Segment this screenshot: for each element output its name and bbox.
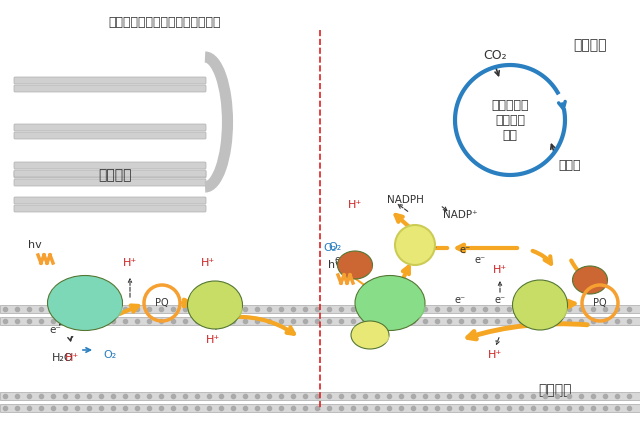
Text: PQ: PQ <box>155 298 169 308</box>
FancyBboxPatch shape <box>14 205 206 212</box>
Ellipse shape <box>515 286 543 309</box>
Text: e⁻: e⁻ <box>454 295 465 305</box>
Ellipse shape <box>366 331 389 345</box>
FancyBboxPatch shape <box>0 305 640 313</box>
Text: ストロマ: ストロマ <box>573 38 607 52</box>
Text: hv: hv <box>28 240 42 250</box>
Text: CO₂: CO₂ <box>483 48 507 62</box>
Ellipse shape <box>358 282 394 307</box>
FancyBboxPatch shape <box>0 317 640 325</box>
Text: PQ: PQ <box>593 298 607 308</box>
Text: Cyt b₆/f: Cyt b₆/f <box>198 300 232 309</box>
Ellipse shape <box>188 281 243 329</box>
Ellipse shape <box>534 298 568 323</box>
Text: hv: hv <box>328 260 342 270</box>
FancyBboxPatch shape <box>14 179 206 186</box>
FancyBboxPatch shape <box>14 77 206 84</box>
Ellipse shape <box>209 298 243 322</box>
Text: H⁺: H⁺ <box>348 200 362 210</box>
Ellipse shape <box>586 276 607 290</box>
Text: O₂: O₂ <box>104 350 116 360</box>
Text: e⁻: e⁻ <box>335 255 346 265</box>
Text: e⁻: e⁻ <box>474 255 486 265</box>
Ellipse shape <box>574 269 592 282</box>
FancyBboxPatch shape <box>14 171 206 178</box>
FancyBboxPatch shape <box>14 132 206 139</box>
Text: PSI: PSI <box>383 298 397 308</box>
Ellipse shape <box>573 266 607 294</box>
Text: e⁻: e⁻ <box>460 245 470 255</box>
Text: O₂: O₂ <box>328 242 342 252</box>
Text: カルビンー
ベンソン
回路: カルビンー ベンソン 回路 <box>492 99 529 142</box>
Ellipse shape <box>383 295 425 322</box>
Ellipse shape <box>355 275 425 331</box>
Text: PSII: PSII <box>76 298 94 308</box>
Text: H⁺: H⁺ <box>65 353 79 363</box>
Ellipse shape <box>337 251 372 279</box>
Text: H⁺: H⁺ <box>123 258 137 268</box>
Text: Fd: Fd <box>409 240 421 250</box>
Text: H⁺: H⁺ <box>488 350 502 360</box>
Text: チラコイド膜が密着している領域: チラコイド膜が密着している領域 <box>109 15 221 28</box>
Text: 有機物: 有機物 <box>559 159 581 172</box>
Text: e⁻: e⁻ <box>49 325 61 335</box>
Text: e⁻: e⁻ <box>495 295 506 305</box>
Text: e⁻: e⁻ <box>355 325 365 335</box>
FancyBboxPatch shape <box>0 404 640 412</box>
Text: H⁺: H⁺ <box>206 335 220 345</box>
Ellipse shape <box>77 295 122 322</box>
Text: H⁺: H⁺ <box>493 265 507 275</box>
FancyBboxPatch shape <box>14 170 206 177</box>
Circle shape <box>395 225 435 265</box>
FancyBboxPatch shape <box>14 124 206 131</box>
Text: NADPH: NADPH <box>387 195 424 205</box>
FancyBboxPatch shape <box>14 197 206 204</box>
Ellipse shape <box>190 287 218 309</box>
FancyBboxPatch shape <box>14 85 206 92</box>
Ellipse shape <box>351 321 389 349</box>
Text: TCR: TCR <box>581 275 598 284</box>
Text: TCR: TCR <box>346 261 364 269</box>
FancyBboxPatch shape <box>14 162 206 169</box>
Text: ルーメン: ルーメン <box>538 383 572 397</box>
Ellipse shape <box>51 282 89 307</box>
Ellipse shape <box>513 280 568 330</box>
Ellipse shape <box>339 255 356 267</box>
Text: NADP⁺: NADP⁺ <box>443 210 477 220</box>
Text: e⁻: e⁻ <box>426 245 438 255</box>
Ellipse shape <box>47 275 122 331</box>
Text: e⁻: e⁻ <box>385 280 396 290</box>
Text: H⁺: H⁺ <box>201 258 215 268</box>
Ellipse shape <box>353 325 372 337</box>
Text: H₂O: H₂O <box>52 353 74 363</box>
Text: ルーメン: ルーメン <box>99 168 132 182</box>
FancyBboxPatch shape <box>0 392 640 400</box>
Text: Cyt b₆/f: Cyt b₆/f <box>523 300 557 309</box>
Text: PC: PC <box>364 330 376 340</box>
Text: O₂: O₂ <box>323 243 337 253</box>
Ellipse shape <box>351 261 372 275</box>
